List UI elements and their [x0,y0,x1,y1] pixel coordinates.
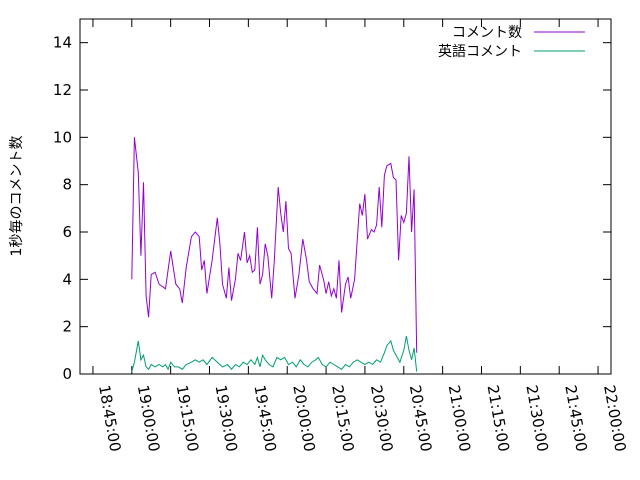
x-tick-label: 20:00:00 [289,384,318,453]
y-axis-label: 1秒毎のコメント数 [9,136,25,257]
x-tick-label: 20:15:00 [328,384,357,453]
series-line-0 [131,137,418,353]
x-tick-label: 22:00:00 [600,384,629,453]
legend-label: 英語コメント [438,43,522,60]
y-tick-label: 6 [62,223,72,241]
x-tick-label: 19:30:00 [212,384,241,453]
y-tick-label: 12 [53,81,72,99]
y-tick-label: 10 [53,128,72,146]
x-tick-label: 19:45:00 [250,384,279,453]
x-tick-label: 21:30:00 [522,384,551,453]
x-tick-label: 21:15:00 [484,384,513,453]
x-tick-label: 19:00:00 [134,384,163,453]
legend-label: コメント数 [452,25,522,41]
x-tick-label: 21:00:00 [445,384,474,453]
x-tick-label: 19:15:00 [173,384,202,453]
y-tick-label: 14 [53,34,72,52]
x-tick-label: 18:45:00 [95,384,124,453]
y-axis: 0 2 4 6 8 10 12 14 [53,34,611,383]
y-tick-label: 8 [62,176,72,194]
plot-frame [79,18,612,375]
x-tick-label: 20:45:00 [406,384,435,453]
series-layer [131,137,418,372]
series-line-1 [131,336,418,372]
y-tick-label: 2 [62,318,72,336]
y-tick-label: 4 [62,270,72,288]
x-tick-label: 21:45:00 [561,384,590,453]
x-axis: 18:45:00 19:00:00 19:15:00 19:30:00 19:45:00… [92,19,630,453]
y-tick-label: 0 [62,365,72,383]
x-tick-label: 20:30:00 [367,384,396,453]
